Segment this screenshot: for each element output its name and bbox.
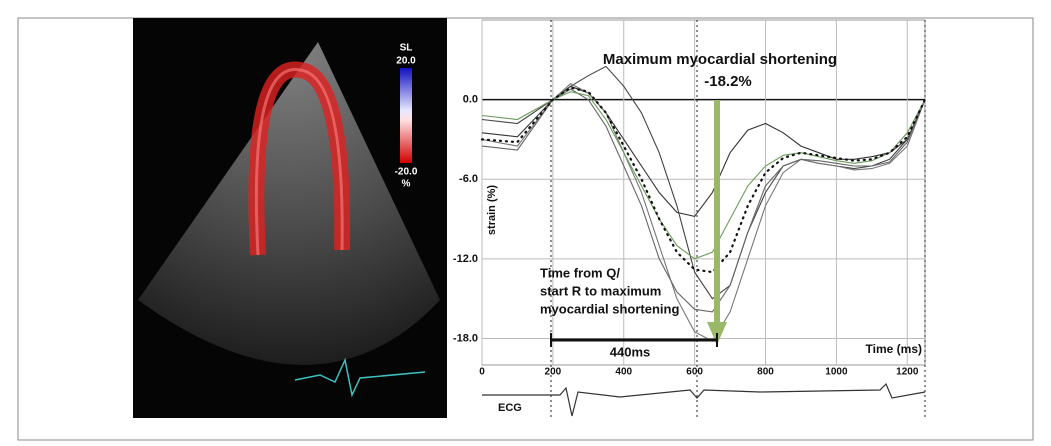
colorbar-min: -20.0 xyxy=(395,167,418,178)
strain-line xyxy=(480,86,927,274)
x-tick-label: 1200 xyxy=(896,367,919,378)
y-tick-label: -6.0 xyxy=(459,173,478,185)
strain-line xyxy=(481,88,926,313)
y-tick-label: 0.0 xyxy=(463,94,478,106)
echo-image: SL 20.0 -20.0 % xyxy=(133,18,447,418)
x-tick-label: 600 xyxy=(686,367,703,378)
y-tick-label: -18.0 xyxy=(453,332,478,344)
ecg-label: ECG xyxy=(498,402,522,414)
annotation-line: myocardial shortening xyxy=(540,301,679,316)
strain-line xyxy=(481,65,926,300)
annotation-line: Time from Q/ xyxy=(540,265,620,280)
x-tick-label: 400 xyxy=(615,367,632,378)
x-axis-label: Time (ms) xyxy=(866,342,922,356)
strain-chart xyxy=(480,19,927,366)
colorbar-max: 20.0 xyxy=(396,56,416,67)
x-tick-label: 0 xyxy=(479,367,485,378)
y-axis-label: strain (%) xyxy=(486,185,498,235)
ecg-trace xyxy=(482,382,926,417)
y-tick-label: -12.0 xyxy=(453,253,478,265)
colorbar-unit: % xyxy=(402,179,411,190)
x-tick-label: 1000 xyxy=(825,367,848,378)
frame xyxy=(17,17,1034,441)
strain-line xyxy=(481,91,926,260)
x-tick-label: 800 xyxy=(757,367,774,378)
peak-label: -18.2% xyxy=(704,73,752,90)
chart-title: Maximum myocardial shortening xyxy=(603,51,837,68)
annotation-line: start R to maximum xyxy=(540,283,661,298)
x-tick-label: 200 xyxy=(545,367,562,378)
colorbar-title: SL xyxy=(400,43,413,54)
interval-label: 440ms xyxy=(610,344,650,359)
